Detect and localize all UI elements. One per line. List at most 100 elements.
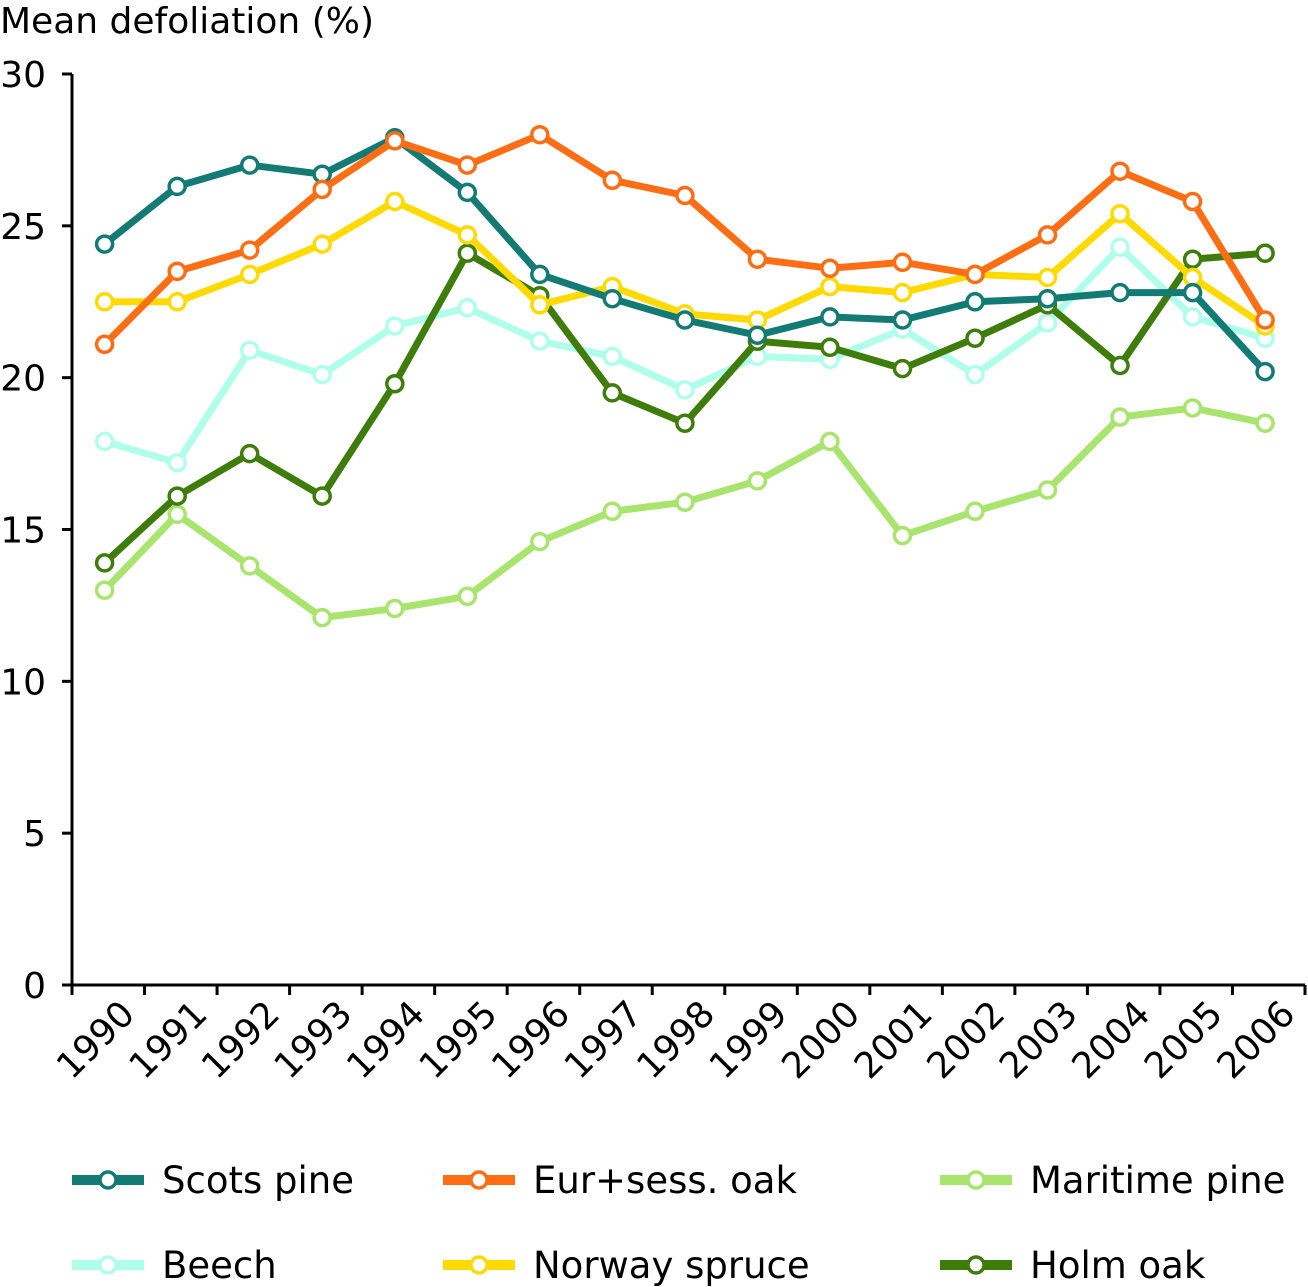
data-point: [457, 155, 478, 175]
data-point: [1255, 243, 1275, 263]
x-tick-label: 2005: [1137, 993, 1231, 1087]
legend-marker: [98, 1170, 118, 1190]
data-point: [965, 264, 985, 285]
x-tick-label: 1991: [122, 993, 216, 1087]
legend-marker: [966, 1170, 986, 1190]
data-point: [239, 340, 260, 361]
x-tick-label: 1997: [557, 993, 651, 1087]
data-point: [239, 443, 260, 464]
x-tick-label: 2006: [1210, 993, 1304, 1087]
data-point: [312, 607, 332, 628]
series-line: [102, 249, 1266, 566]
legend-item: Eur+sess. oak: [443, 1159, 797, 1202]
data-point: [675, 380, 695, 400]
axes: [62, 72, 1307, 995]
legend-item: Maritime pine: [940, 1159, 1285, 1202]
legend-marker: [469, 1255, 489, 1275]
data-point: [385, 373, 405, 394]
data-point: [1037, 288, 1058, 309]
data-point: [1037, 313, 1058, 333]
data-point: [239, 556, 260, 576]
x-tick-label: 1992: [194, 993, 288, 1087]
data-point: [892, 358, 913, 379]
data-point: [747, 249, 768, 269]
legend-marker: [966, 1255, 986, 1275]
data-point: [312, 234, 332, 254]
data-point: [602, 346, 623, 367]
x-tick-label: 2004: [1065, 993, 1159, 1087]
data-point: [385, 598, 405, 619]
data-point: [892, 252, 913, 273]
data-point: [94, 234, 115, 254]
data-point: [457, 298, 478, 318]
data-point: [965, 328, 985, 348]
data-point: [312, 486, 332, 506]
data-point: [1037, 267, 1058, 288]
data-point: [530, 295, 550, 315]
data-point: [1110, 282, 1130, 303]
x-tick-label: 1993: [267, 993, 361, 1087]
data-point: [312, 364, 332, 385]
data-point: [1182, 191, 1203, 212]
x-tick-label: 1996: [484, 993, 578, 1087]
y-tick-label: 30: [0, 55, 46, 96]
data-point: [1037, 480, 1058, 500]
x-tick-label: 1990: [49, 993, 143, 1087]
data-point: [1182, 249, 1203, 269]
data-point: [167, 261, 187, 282]
series-line: [102, 404, 1266, 622]
data-point: [94, 431, 115, 452]
data-point: [167, 176, 187, 197]
legend-item: Holm oak: [940, 1244, 1206, 1287]
y-tick-label: 10: [0, 662, 46, 703]
data-point: [820, 337, 840, 358]
x-tick-label: 2002: [919, 993, 1013, 1087]
data-point: [892, 282, 913, 303]
data-point: [1182, 307, 1203, 327]
data-point: [820, 307, 840, 327]
legend-item: Scots pine: [72, 1159, 354, 1202]
x-tick-label: 1994: [339, 993, 433, 1087]
data-point: [385, 316, 405, 336]
data-point: [239, 155, 260, 175]
data-point: [675, 185, 695, 206]
data-point: [820, 431, 840, 452]
data-point: [602, 383, 623, 403]
data-point: [675, 310, 695, 330]
y-tick-labels: 0 5 10 15 20 25 30: [0, 55, 46, 1007]
legend: Scots pine Eur+sess. oak Maritime pine Beec…: [72, 1159, 1285, 1287]
series-eur-sess-oak: [94, 124, 1275, 355]
data-point: [94, 292, 115, 312]
legend-marker: [98, 1255, 118, 1275]
x-tick-label: 2001: [847, 993, 941, 1087]
data-point: [1182, 398, 1203, 418]
x-tick-label: 1998: [629, 993, 723, 1087]
data-point: [239, 264, 260, 285]
data-point: [94, 334, 115, 355]
legend-label: Maritime pine: [1030, 1159, 1285, 1202]
y-tick-label: 20: [0, 359, 46, 400]
x-tick-label: 1995: [412, 993, 506, 1087]
data-point: [94, 553, 115, 573]
data-point: [675, 492, 695, 512]
legend-label: Eur+sess. oak: [533, 1159, 797, 1202]
data-point: [965, 292, 985, 312]
data-point: [1182, 282, 1203, 303]
y-axis-title: Mean defoliation (%): [0, 1, 374, 42]
data-point: [1255, 361, 1275, 382]
data-point: [167, 292, 187, 312]
data-point: [94, 580, 115, 600]
series-line: [102, 134, 1268, 374]
data-point: [167, 504, 187, 525]
data-point: [530, 264, 550, 285]
data-point: [385, 131, 405, 151]
data-point: [1255, 310, 1275, 330]
legend-marker: [469, 1170, 489, 1190]
data-point: [167, 452, 187, 473]
data-point: [1110, 237, 1130, 257]
series-maritime-pine: [94, 398, 1275, 628]
y-tick-label: 0: [23, 966, 46, 1007]
data-point: [167, 486, 187, 506]
data-point: [1110, 161, 1130, 181]
